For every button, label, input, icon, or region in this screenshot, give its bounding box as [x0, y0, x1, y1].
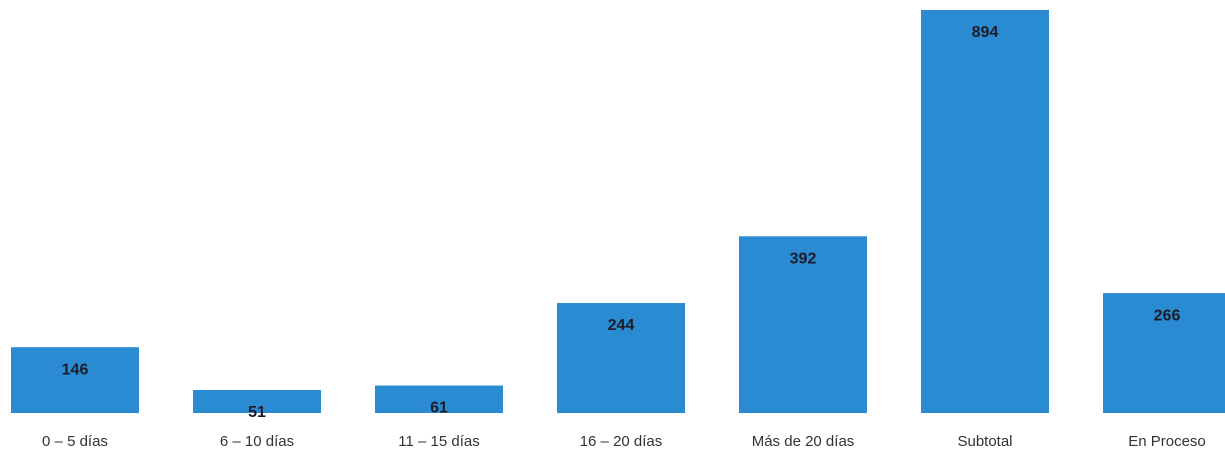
data-label: 61	[430, 400, 448, 417]
x-tick-label: 6 – 10 días	[220, 433, 294, 450]
x-tick-label: Más de 20 días	[752, 433, 855, 450]
x-tick-label: Subtotal	[957, 433, 1012, 450]
bar	[375, 385, 503, 413]
x-tick-label: 16 – 20 días	[580, 433, 663, 450]
x-tick-label: En Proceso	[1128, 433, 1206, 450]
bar	[921, 10, 1049, 413]
data-label: 392	[790, 251, 817, 268]
bar	[739, 236, 867, 413]
data-label: 244	[608, 317, 635, 334]
bar	[1103, 293, 1225, 413]
bar	[11, 347, 139, 413]
bar	[557, 303, 685, 413]
data-label: 146	[62, 361, 89, 378]
data-label: 266	[1154, 307, 1181, 324]
data-label: 51	[248, 404, 266, 421]
x-tick-label: 11 – 15 días	[398, 433, 479, 450]
data-label: 894	[972, 24, 999, 41]
bar	[193, 390, 321, 413]
x-tick-label: 0 – 5 días	[42, 433, 108, 450]
